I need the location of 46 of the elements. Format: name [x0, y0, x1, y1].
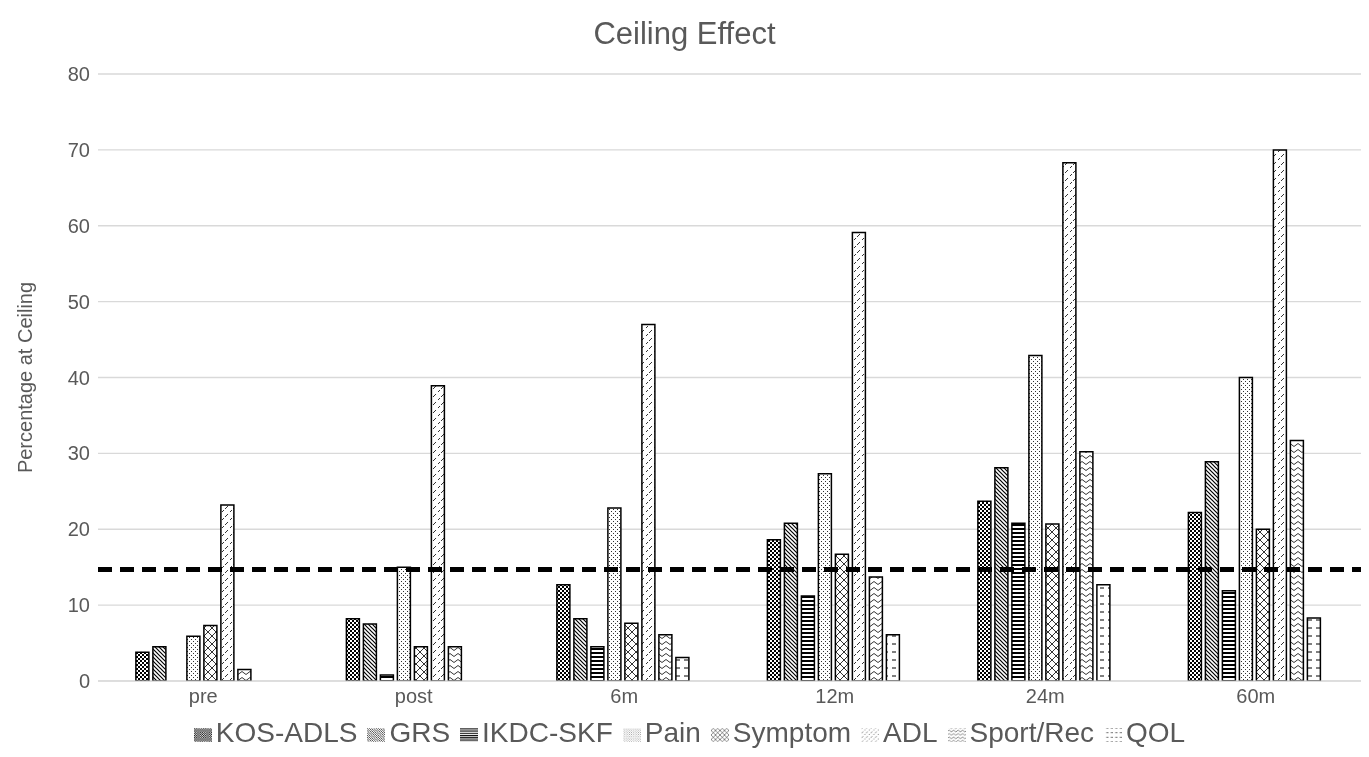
bar [658, 633, 673, 681]
x-tick-label: pre [188, 685, 218, 708]
bar [800, 595, 816, 681]
y-tick-label: 70 [67, 138, 90, 161]
bar [590, 646, 605, 681]
x-tick-label: 6m [610, 685, 639, 708]
x-tick-label: post [394, 685, 434, 708]
legend-label: Symptom [732, 717, 852, 748]
legend-label: QOL [1126, 717, 1186, 748]
x-tick-label: 12m [815, 685, 855, 708]
x-tick-label: 24m [1025, 685, 1065, 708]
bar [152, 646, 167, 681]
y-tick-label: 10 [67, 594, 90, 617]
y-tick-label: 30 [67, 442, 90, 465]
legend-label: ADL [883, 717, 938, 748]
legend-label: IKDC-SKF [482, 717, 613, 748]
bar [135, 651, 150, 681]
bar [1221, 589, 1237, 681]
y-tick-label: 50 [67, 290, 90, 313]
y-tick-label: 60 [67, 214, 90, 237]
bar [203, 624, 218, 681]
legend-label: Pain [644, 717, 701, 748]
y-tick-label: 20 [67, 518, 90, 541]
legend-label: GRS [389, 717, 451, 748]
y-tick-label: 40 [67, 366, 90, 389]
bar [237, 668, 252, 681]
bar [556, 583, 571, 681]
x-tick-label: 60m [1236, 685, 1276, 708]
legend-label: KOS-ADLS [215, 717, 358, 748]
bar [447, 646, 463, 681]
bar [868, 576, 884, 681]
legend-label: Sport/Rec [969, 717, 1095, 748]
bar [1096, 583, 1111, 681]
chart-title: Ceiling Effect [592, 15, 777, 53]
y-axis-title: Percentage at Ceiling [14, 281, 37, 474]
y-tick-label: 0 [78, 670, 90, 693]
bar [413, 646, 429, 681]
bar [186, 635, 201, 681]
bar [362, 623, 378, 681]
bar [675, 656, 690, 681]
bar [624, 622, 639, 681]
bar [573, 618, 588, 681]
bar [885, 633, 901, 681]
y-tick-label: 80 [67, 63, 90, 86]
bar [345, 618, 361, 681]
bar [1306, 617, 1322, 681]
